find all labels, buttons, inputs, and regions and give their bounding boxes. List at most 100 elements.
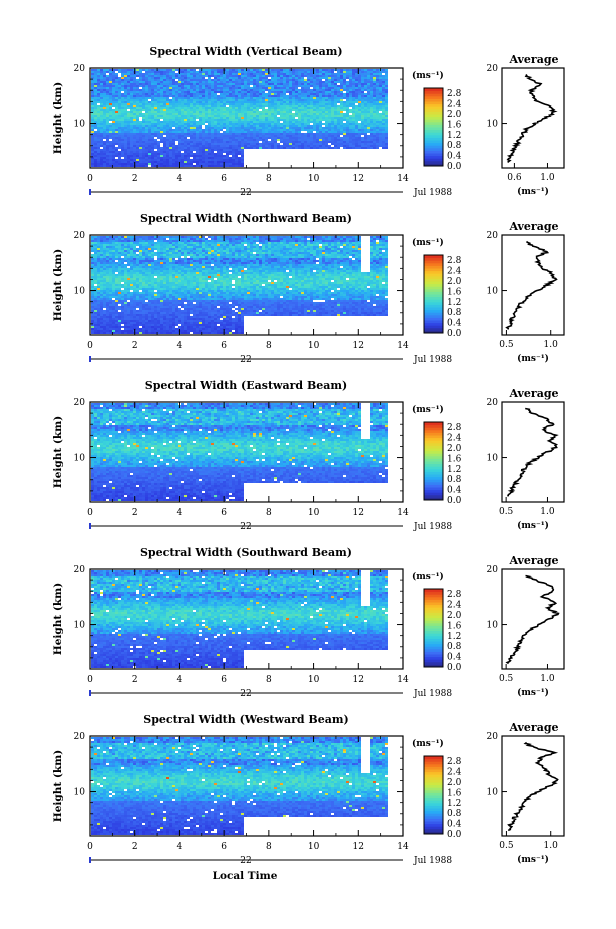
heatmap-cell [118,89,121,91]
heatmap-cell [340,117,343,119]
heatmap-cell [190,115,193,117]
heatmap-cell [121,296,124,298]
heatmap-cell [379,83,382,85]
heatmap-cell [304,95,307,97]
heatmap-cell [385,137,388,139]
heatmap-cell [271,103,274,105]
heatmap-cell [331,83,334,85]
heatmap-cell [109,75,112,77]
heatmap-cell [91,272,94,274]
heatmap-cell [154,131,157,133]
heatmap-cell [301,79,304,81]
heatmap-cell [91,316,94,318]
heatmap-cell [124,77,127,79]
heatmap-cell [139,143,142,145]
heatmap-cell [103,95,106,97]
heatmap-cell [199,137,202,139]
heatmap-cell [208,159,211,161]
heatmap-cell [208,111,211,113]
heatmap-cell [223,141,226,143]
heatmap-cell [214,121,217,123]
heatmap-cell [385,87,388,89]
heatmap-cell [94,115,97,117]
heatmap-cell [112,71,115,73]
heatmap-cell [346,81,349,83]
heatmap-cell [223,87,226,89]
heatmap-cell [385,91,388,93]
heatmap-cell [244,127,247,129]
heatmap-cell [349,121,352,123]
heatmap-cell [166,111,169,113]
heatmap-cell [100,248,103,250]
heatmap-cell [346,123,349,125]
heatmap-cell [169,147,172,149]
heatmap-cell [307,141,310,143]
heatmap-cell [289,141,292,143]
heatmap-cell [154,79,157,81]
heatmap-cell [226,129,229,131]
heatmap-cell [307,69,310,71]
heatmap-cell [112,105,115,107]
heatmap-cell [220,137,223,139]
heatmap-cell [121,310,124,312]
heatmap-cell [352,77,355,79]
heatmap-cell [379,101,382,103]
heatmap-cell [316,141,319,143]
heatmap-cell [382,129,385,131]
heatmap-cell [265,103,268,105]
heatmap-cell [349,129,352,131]
heatmap-cell [283,145,286,147]
heatmap-cell [97,314,100,316]
heatmap-cell [175,157,178,159]
heatmap-cell [241,137,244,139]
heatmap-cell [223,83,226,85]
heatmap-cell [151,87,154,89]
heatmap-cell [301,117,304,119]
heatmap-cell [229,101,232,103]
heatmap-cell [211,107,214,109]
heatmap-cell [109,153,112,155]
heatmap-cell [301,111,304,113]
heatmap-cell [106,312,109,314]
heatmap-cell [250,139,253,141]
heatmap-cell [163,143,166,145]
heatmap-cell [103,312,106,314]
heatmap-cell [121,93,124,95]
heatmap-cell [208,89,211,91]
heatmap-cell [157,127,160,129]
heatmap-cell [292,81,295,83]
heatmap-cell [94,121,97,123]
heatmap-cell [295,105,298,107]
heatmap-cell [244,71,247,73]
heatmap-cell [256,93,259,95]
heatmap-cell [247,81,250,83]
heatmap-cell [136,81,139,83]
heatmap-cell [232,113,235,115]
heatmap-cell [124,165,127,167]
heatmap-cell [247,93,250,95]
heatmap-cell [379,107,382,109]
heatmap-cell [181,159,184,161]
heatmap-cell [229,119,232,121]
heatmap-cell [130,155,133,157]
heatmap-cell [304,147,307,149]
heatmap-cell [127,77,130,79]
heatmap-cell [226,137,229,139]
heatmap-cell [115,238,118,240]
heatmap-cell [181,119,184,121]
heatmap-cell [196,129,199,131]
heatmap-cell [265,137,268,139]
heatmap-cell [112,290,115,292]
heatmap-cell [124,252,127,254]
heatmap-cell [193,123,196,125]
heatmap-cell [340,99,343,101]
heatmap-cell [247,145,250,147]
heatmap-cell [349,111,352,113]
heatmap-cell [262,89,265,91]
heatmap-cell [118,288,121,290]
heatmap-cell [190,73,193,75]
heatmap-cell [94,107,97,109]
heatmap-cell [160,81,163,83]
heatmap-cell [268,125,271,127]
heatmap-cell [121,125,124,127]
